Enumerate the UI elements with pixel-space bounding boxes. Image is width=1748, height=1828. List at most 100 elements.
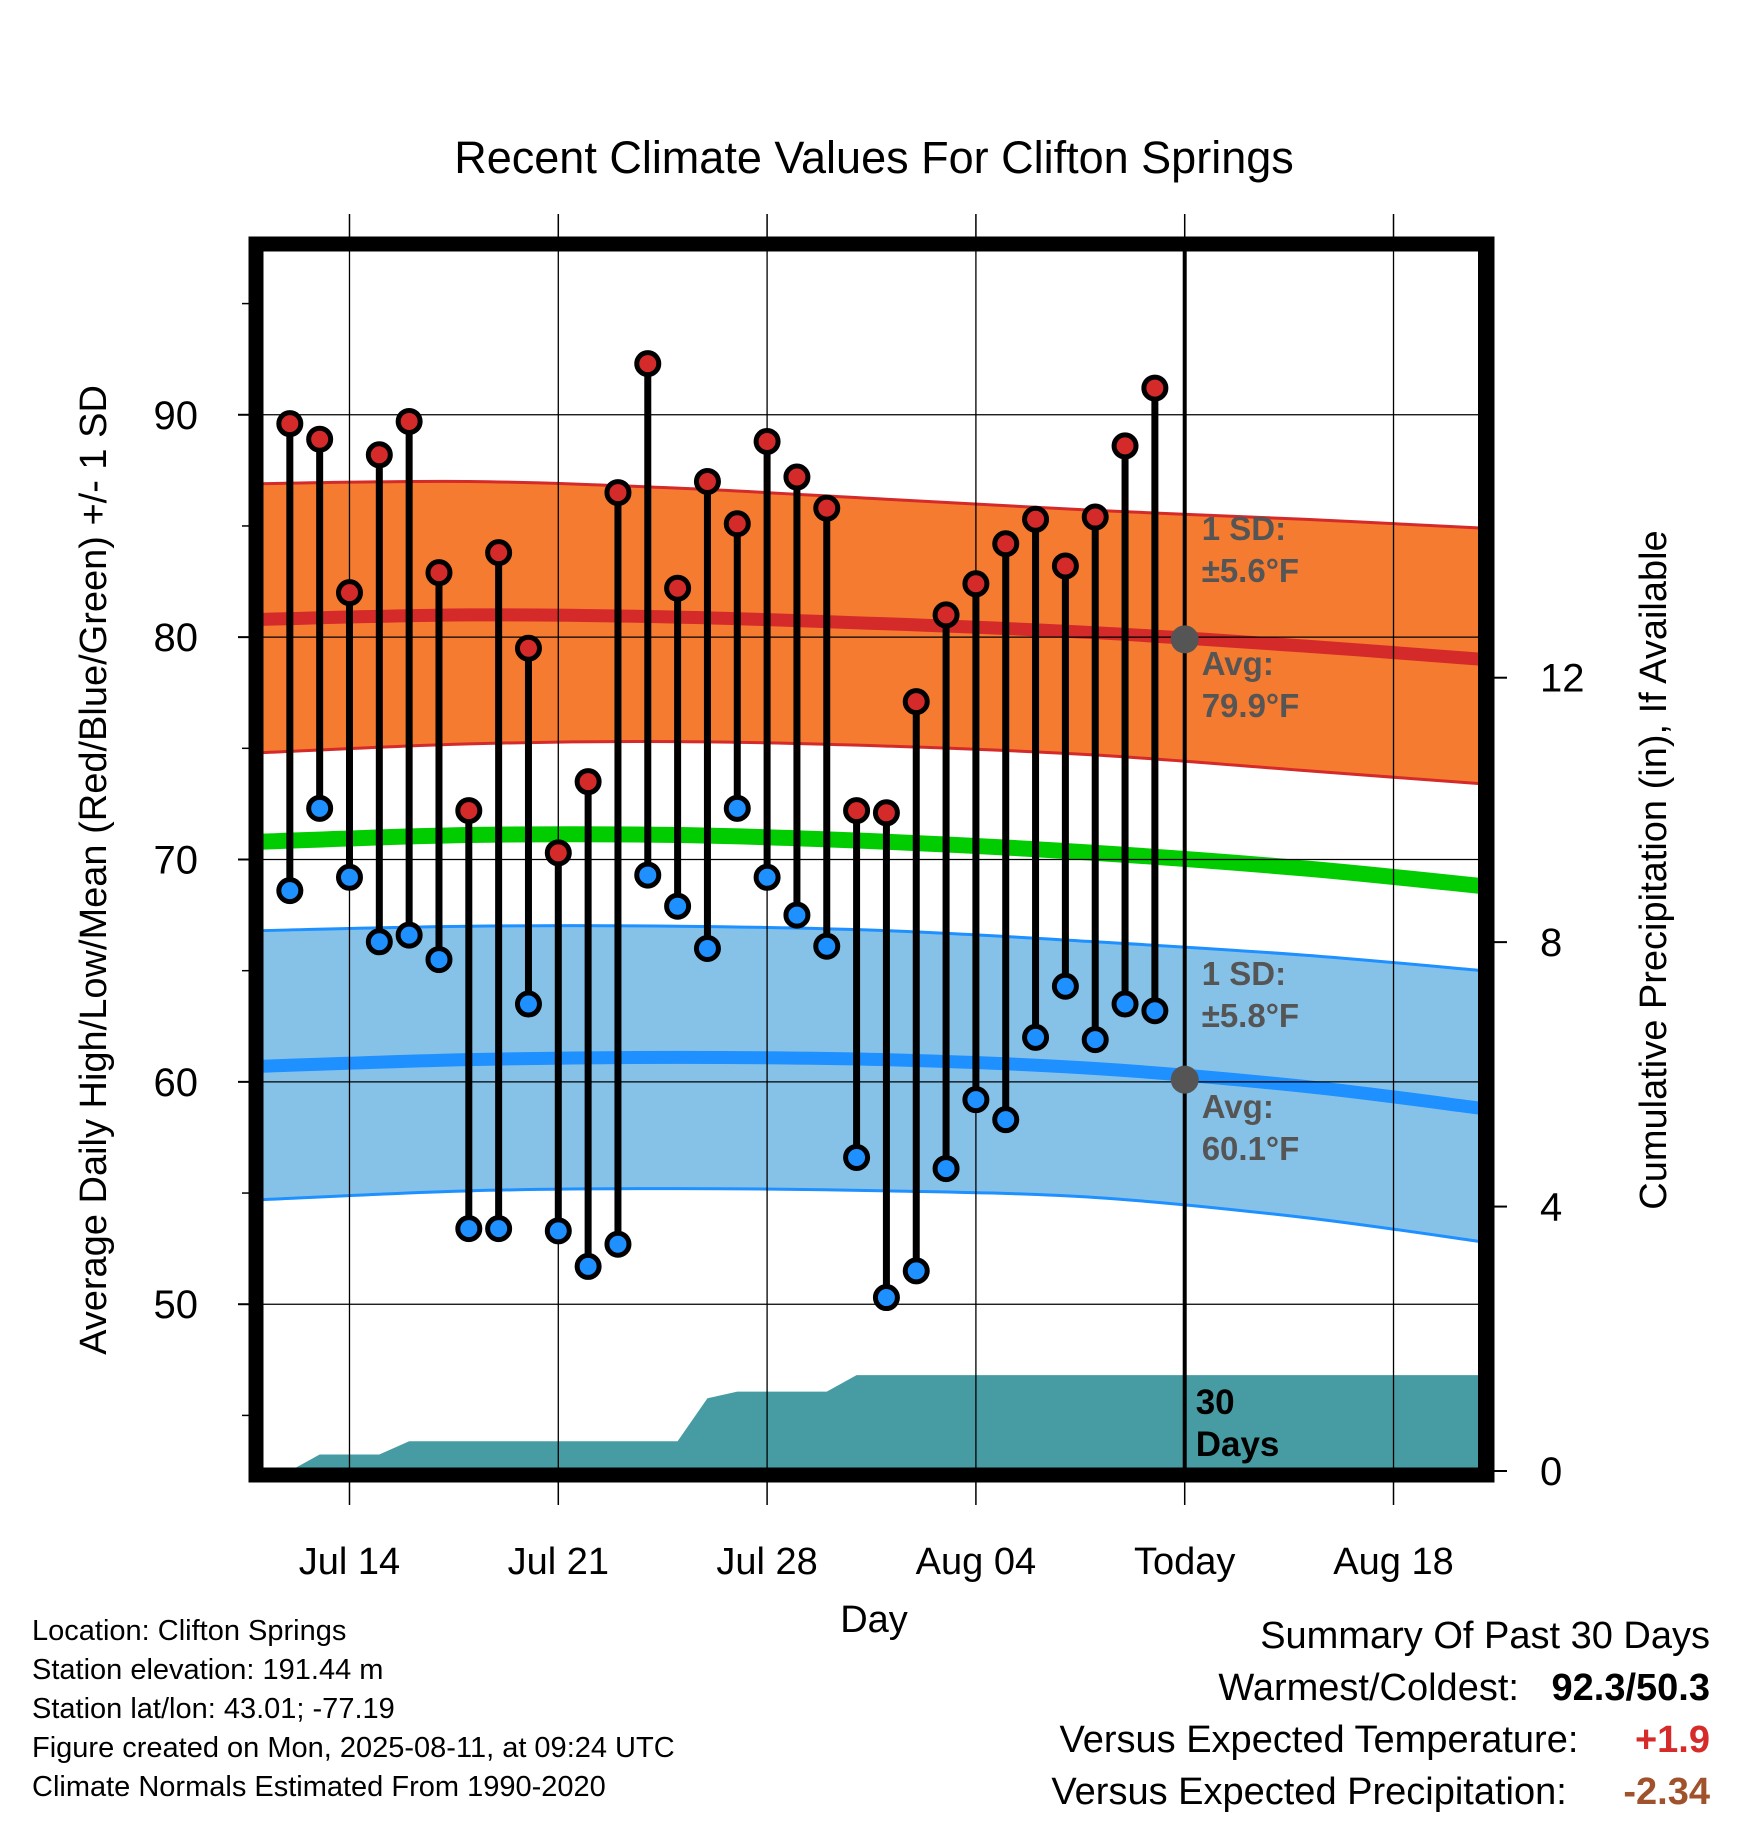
- observed-high-point: [783, 463, 811, 491]
- low-sd-label: 1 SD:: [1202, 955, 1286, 992]
- observed-low-point: [1051, 972, 1079, 1000]
- observed-high-point: [813, 494, 841, 522]
- observed-high-point: [604, 479, 632, 507]
- warmest-label: Warmest/Coldest:: [1218, 1667, 1519, 1709]
- observed-low-point: [365, 928, 393, 956]
- observed-low-point: [1141, 997, 1169, 1025]
- today-low-normal-marker: [1170, 1065, 1199, 1094]
- observed-high-point: [634, 350, 662, 378]
- observed-high-point: [544, 839, 572, 867]
- observed-high-point: [335, 579, 363, 607]
- observed-low-point: [992, 1106, 1020, 1134]
- observed-low-point: [693, 934, 721, 962]
- y2-tick-label: 4: [1540, 1186, 1562, 1230]
- observed-high-point: [992, 530, 1020, 558]
- observed-low-point: [813, 932, 841, 960]
- temp-value: +1.9: [1634, 1719, 1710, 1761]
- mean-normal-line: [259, 826, 1484, 895]
- observed-low-point: [604, 1230, 632, 1258]
- x-tick-label: Jul 14: [299, 1541, 400, 1583]
- low-sd-band: [260, 925, 1483, 1242]
- observed-low-point: [335, 863, 363, 891]
- y-axis-label: Average Daily High/Low/Mean (Red/Blue/Gr…: [73, 385, 115, 1355]
- high-avg-value: 79.9°F: [1202, 687, 1300, 724]
- summary-warmest-row: Warmest/Coldest: 92.3/50.3: [1051, 1662, 1710, 1714]
- observed-high-point: [485, 539, 513, 567]
- observed-high-point: [455, 797, 483, 825]
- plot-frame-right-edge: [1478, 244, 1490, 1475]
- days-label-word: Days: [1196, 1425, 1280, 1464]
- observed-high-point: [664, 574, 692, 602]
- summary-panel: Summary Of Past 30 Days Warmest/Coldest:…: [1051, 1610, 1710, 1818]
- observed-low-point: [872, 1284, 900, 1312]
- latlon-text: Station lat/lon: 43.01; -77.19: [32, 1693, 395, 1725]
- observed-high-point: [425, 559, 453, 587]
- observed-high-point: [1022, 505, 1050, 533]
- observed-low-point: [753, 863, 781, 891]
- days-label-number: 30: [1196, 1383, 1235, 1422]
- observed-high-point: [962, 570, 990, 598]
- precip-value: -2.34: [1623, 1771, 1710, 1813]
- observed-high-point: [395, 407, 423, 435]
- observed-low-point: [455, 1215, 483, 1243]
- observed-low-point: [843, 1143, 871, 1171]
- temp-label: Versus Expected Temperature:: [1059, 1719, 1579, 1761]
- high-sd-band: [260, 481, 1483, 784]
- observed-low-point: [634, 861, 662, 889]
- station-info: Location: Clifton Springs Station elevat…: [32, 1612, 675, 1807]
- y-tick-label: 90: [154, 394, 199, 438]
- observed-low-point: [1081, 1026, 1109, 1054]
- low-sd-value: ±5.8°F: [1202, 997, 1299, 1034]
- high-normal-line: [259, 608, 1484, 666]
- observed-high-point: [753, 427, 781, 455]
- observed-high-point: [932, 601, 960, 629]
- observed-high-point: [723, 510, 751, 538]
- observed-low-point: [485, 1215, 513, 1243]
- observed-high-point: [1081, 503, 1109, 531]
- observed-high-point: [1111, 432, 1139, 460]
- x-tick-label: Aug 04: [916, 1541, 1036, 1583]
- y-tick-label: 70: [154, 839, 199, 883]
- x-tick-label: Jul 21: [508, 1541, 609, 1583]
- x-tick-label: Today: [1134, 1541, 1235, 1583]
- y-tick-label: 60: [154, 1061, 199, 1105]
- observed-low-point: [1022, 1023, 1050, 1051]
- summary-title: Summary Of Past 30 Days: [1260, 1615, 1710, 1657]
- created-text: Figure created on Mon, 2025-08-11, at 09…: [32, 1732, 675, 1764]
- today-high-normal-marker: [1170, 625, 1199, 654]
- observed-high-point: [1051, 552, 1079, 580]
- observed-low-point: [306, 794, 334, 822]
- x-tick-label: Aug 18: [1333, 1541, 1453, 1583]
- summary-precip-row: Versus Expected Precipitation: -2.34: [1051, 1766, 1710, 1818]
- observed-low-point: [425, 946, 453, 974]
- elevation-text: Station elevation: 191.44 m: [32, 1654, 384, 1686]
- observed-low-point: [664, 892, 692, 920]
- y2-tick-label: 8: [1540, 921, 1562, 965]
- y2-axis-label: Cumulative Precipitation (in), If Availa…: [1633, 530, 1675, 1209]
- observed-high-point: [276, 410, 304, 438]
- high-sd-band-upper-edge: [259, 479, 1484, 530]
- low-avg-label: Avg:: [1202, 1088, 1274, 1125]
- observed-low-point: [544, 1217, 572, 1245]
- observed-low-point: [574, 1252, 602, 1280]
- observed-low-point: [783, 901, 811, 929]
- observed-low-point: [962, 1086, 990, 1114]
- precip-label: Versus Expected Precipitation:: [1051, 1771, 1567, 1813]
- x-axis-label: Day: [840, 1599, 908, 1641]
- observed-high-point: [693, 467, 721, 495]
- high-sd-band-lower-edge: [259, 740, 1484, 786]
- high-sd-label: 1 SD:: [1202, 510, 1286, 547]
- observed-low-point: [1111, 990, 1139, 1018]
- observed-low-point: [514, 990, 542, 1018]
- observed-low-point: [723, 794, 751, 822]
- precipitation-area: [289, 1375, 1484, 1471]
- observed-high-point: [514, 634, 542, 662]
- observed-high-point: [365, 441, 393, 469]
- y-tick-label: 80: [154, 616, 199, 660]
- observed-high-point: [902, 688, 930, 716]
- observed-high-point: [1141, 374, 1169, 402]
- observed-low-point: [932, 1155, 960, 1183]
- observed-low-point: [902, 1257, 930, 1285]
- chart-title: Recent Climate Values For Clifton Spring…: [454, 132, 1294, 183]
- observed-high-point: [872, 799, 900, 827]
